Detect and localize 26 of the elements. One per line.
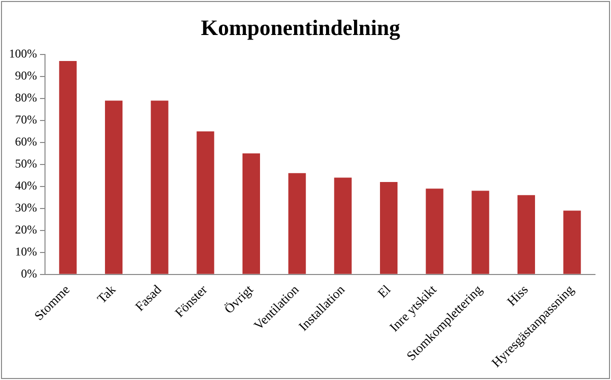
y-tick-label: 10% xyxy=(14,244,37,259)
bar xyxy=(517,195,536,274)
bar xyxy=(288,173,306,274)
bar xyxy=(196,131,214,274)
x-tick-label: El xyxy=(374,282,394,301)
bar xyxy=(472,190,490,274)
bar xyxy=(426,188,444,274)
bar xyxy=(334,178,352,274)
y-tick-label: 40% xyxy=(14,178,37,193)
y-tick-label: 100% xyxy=(8,46,37,61)
y-tick-label: 20% xyxy=(14,222,37,237)
y-tick-label: 30% xyxy=(14,200,37,215)
bar xyxy=(59,61,77,274)
y-tick-label: 70% xyxy=(14,112,37,127)
x-tick-label: Tak xyxy=(94,281,119,306)
bar xyxy=(242,153,260,274)
y-tick-label: 80% xyxy=(14,90,37,105)
y-tick-label: 60% xyxy=(14,134,37,149)
chart-title: Komponentindelning xyxy=(200,14,400,40)
y-tick-label: 90% xyxy=(14,68,37,83)
bar xyxy=(150,100,168,274)
y-tick-label: 0% xyxy=(20,266,37,281)
bar xyxy=(563,210,581,274)
y-tick-label: 50% xyxy=(14,156,37,171)
bar xyxy=(104,100,123,274)
bar xyxy=(380,182,398,274)
